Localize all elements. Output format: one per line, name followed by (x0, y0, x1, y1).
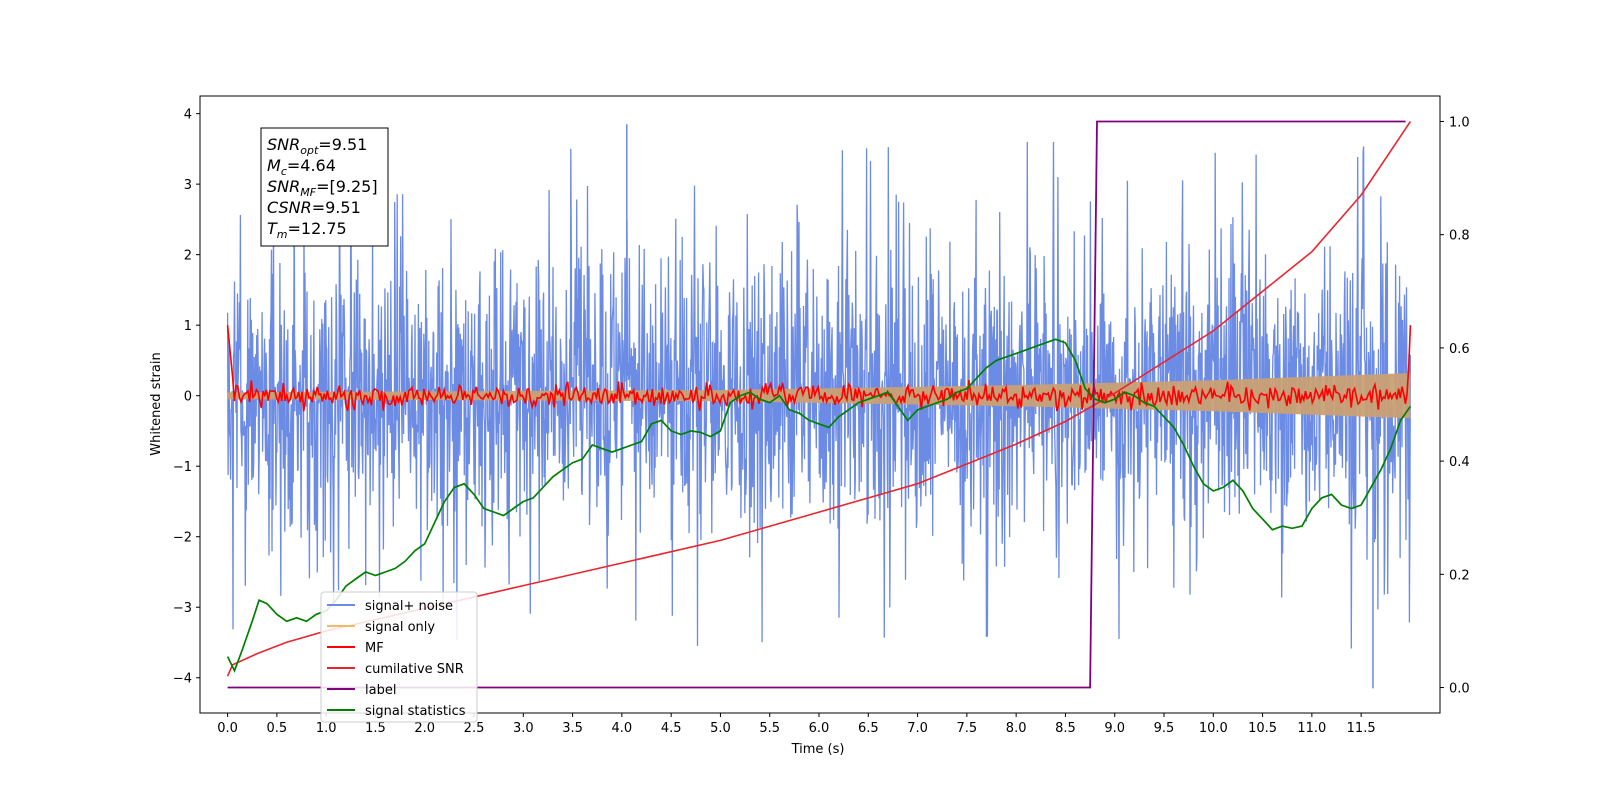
x-tick-label: 0.5 (267, 721, 288, 736)
x-tick-label: 0.0 (217, 721, 238, 736)
legend: signal+ noise signal only MF cumilative SNR… (320, 591, 478, 723)
x-tick-label: 1.5 (365, 721, 386, 736)
legend-entry: signal+ noise (365, 599, 453, 614)
x-tick-label: 9.0 (1104, 721, 1125, 736)
y2-tick-label: 0.0 (1449, 682, 1470, 697)
x-tick-label: 11.5 (1347, 721, 1376, 736)
y2-tick-label: 0.8 (1449, 229, 1470, 244)
annotation-line: CSNR=9.51 (267, 198, 361, 217)
y-tick-label: −2 (173, 531, 192, 546)
x-tick-label: 5.0 (710, 721, 731, 736)
x-tick-label: 6.5 (858, 721, 879, 736)
x-tick-label: 9.5 (1154, 721, 1175, 736)
x-tick-label: 1.0 (316, 721, 337, 736)
y-tick-label: −1 (173, 460, 192, 475)
y-tick-label: 4 (184, 108, 192, 123)
x-tick-label: 10.5 (1248, 721, 1277, 736)
annotation-line: SNRopt=9.51 (267, 135, 367, 157)
x-tick-label: 7.0 (907, 721, 928, 736)
x-tick-label: 2.0 (414, 721, 435, 736)
y-tick-label: 0 (184, 390, 192, 405)
y-tick-label: −4 (173, 672, 192, 687)
x-tick-label: 2.5 (464, 721, 485, 736)
annotation-frame (260, 127, 389, 247)
x-tick-label: 4.0 (612, 721, 633, 736)
legend-entry: MF (365, 641, 384, 656)
x-axis-label: Time (s) (791, 742, 845, 757)
y2-tick-label: 0.4 (1449, 455, 1470, 470)
annotation-line: SNRMF=[9.25] (267, 177, 378, 199)
x-tick-label: 7.5 (957, 721, 978, 736)
y-tick-label: 1 (184, 319, 192, 334)
series-cumulative-snr (226, 121, 1412, 677)
x-tick-label: 5.5 (759, 721, 780, 736)
x-tick-label: 3.0 (513, 721, 534, 736)
y2-tick-label: 0.6 (1449, 342, 1470, 357)
x-axis: 0.0 0.5 1.0 1.5 2.0 2.5 3.0 3.5 4.0 4.5 5.0 5.5 6.0 6… (217, 713, 1376, 736)
series-label (227, 120, 1406, 689)
series-layer (226, 120, 1412, 689)
legend-entry: label (365, 683, 396, 698)
series-signal-noise (226, 141, 1412, 649)
annotation-line: Mc=4.64 (267, 156, 336, 178)
x-tick-label: 11.0 (1297, 721, 1326, 736)
x-tick-label: 8.0 (1006, 721, 1027, 736)
y-axis-left: 4 3 2 1 0 −1 −2 −3 −4 (173, 108, 200, 687)
x-tick-label: 6.0 (809, 721, 830, 736)
legend-frame (320, 591, 478, 723)
y-tick-label: 3 (184, 178, 192, 193)
x-tick-label: 10.0 (1199, 721, 1228, 736)
legend-entry: signal statistics (365, 704, 466, 719)
x-tick-label: 8.5 (1055, 721, 1076, 736)
series-signal-statistics (226, 338, 1412, 673)
y-axis-label: Whitened strain (149, 352, 164, 455)
x-tick-label: 4.5 (661, 721, 682, 736)
y-tick-label: −3 (173, 601, 192, 616)
legend-entry: signal only (365, 620, 435, 635)
y2-tick-label: 0.2 (1449, 568, 1470, 583)
y2-tick-label: 1.0 (1449, 115, 1470, 130)
x-tick-label: 3.5 (562, 721, 583, 736)
annotation-line: Tm=12.75 (267, 219, 347, 241)
y-tick-label: 2 (184, 249, 192, 264)
series-mf (226, 325, 1412, 412)
legend-entry: cumilative SNR (365, 662, 464, 677)
plot-frame (199, 95, 1441, 714)
y-axis-right: 1.0 0.8 0.6 0.4 0.2 0.0 (1440, 115, 1470, 697)
